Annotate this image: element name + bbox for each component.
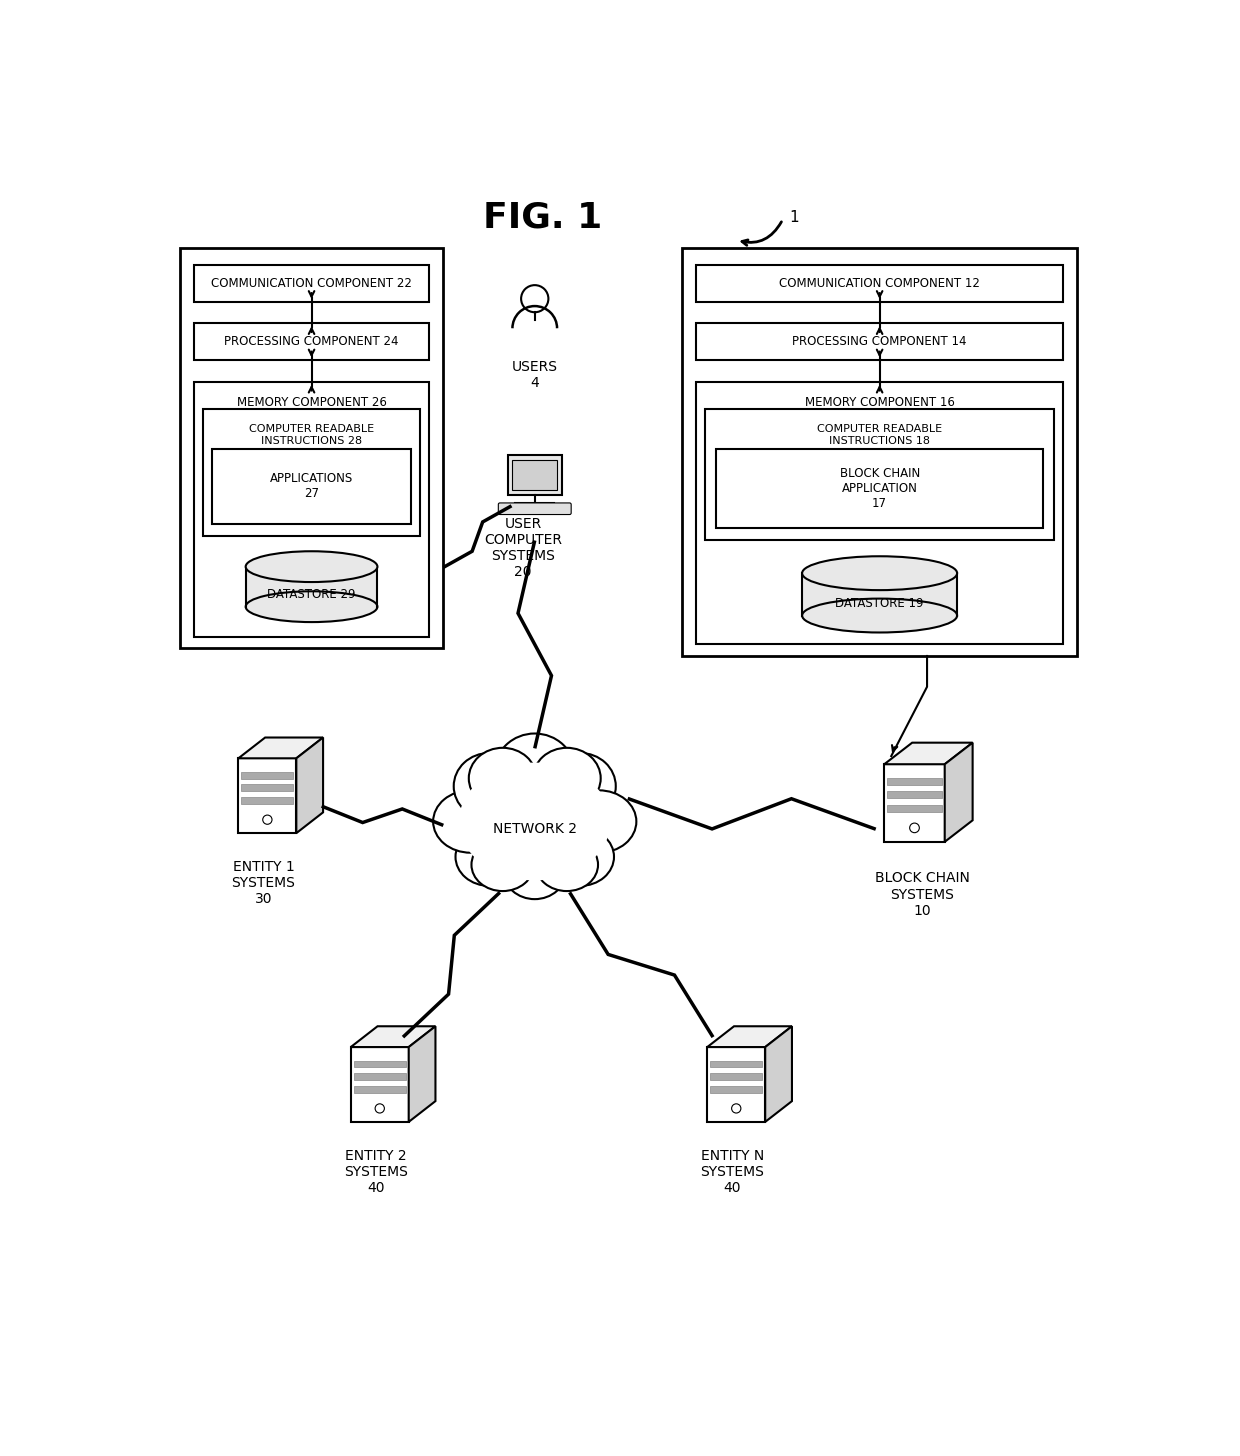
Bar xyxy=(193,323,429,360)
Polygon shape xyxy=(765,1026,792,1123)
Polygon shape xyxy=(409,1026,435,1123)
Ellipse shape xyxy=(469,748,537,808)
Ellipse shape xyxy=(455,827,523,885)
Bar xyxy=(212,448,410,524)
Text: BLOCK CHAIN
APPLICATION
17: BLOCK CHAIN APPLICATION 17 xyxy=(839,467,920,510)
Bar xyxy=(353,1060,405,1067)
Bar xyxy=(717,448,1043,527)
Polygon shape xyxy=(884,743,972,764)
Text: ENTITY 1
SYSTEMS
30: ENTITY 1 SYSTEMS 30 xyxy=(232,860,295,906)
Text: PROCESSING COMPONENT 24: PROCESSING COMPONENT 24 xyxy=(224,335,399,348)
Bar xyxy=(696,381,1064,645)
Ellipse shape xyxy=(455,753,615,891)
Bar xyxy=(180,248,444,648)
Ellipse shape xyxy=(433,791,508,853)
Ellipse shape xyxy=(533,748,600,808)
Text: 1: 1 xyxy=(790,210,800,224)
Bar xyxy=(711,1073,763,1080)
Bar xyxy=(696,323,1064,360)
Text: NETWORK 2: NETWORK 2 xyxy=(492,823,577,836)
Text: COMMUNICATION COMPONENT 22: COMMUNICATION COMPONENT 22 xyxy=(211,277,412,290)
Circle shape xyxy=(521,285,548,312)
Ellipse shape xyxy=(562,791,636,853)
Bar xyxy=(242,798,294,804)
Text: MEMORY COMPONENT 16: MEMORY COMPONENT 16 xyxy=(805,396,955,409)
Text: MEMORY COMPONENT 26: MEMORY COMPONENT 26 xyxy=(237,396,387,409)
Circle shape xyxy=(376,1104,384,1112)
Bar xyxy=(193,381,429,636)
Bar xyxy=(888,778,941,785)
Circle shape xyxy=(263,815,272,824)
Bar xyxy=(884,764,945,842)
Text: ENTITY 2
SYSTEMS
40: ENTITY 2 SYSTEMS 40 xyxy=(343,1149,408,1195)
Ellipse shape xyxy=(802,556,957,590)
Circle shape xyxy=(910,823,919,833)
Bar xyxy=(512,460,557,491)
Ellipse shape xyxy=(459,763,610,881)
Text: FIG. 1: FIG. 1 xyxy=(482,199,603,234)
Bar xyxy=(706,409,1054,540)
Ellipse shape xyxy=(246,552,377,582)
Polygon shape xyxy=(707,1026,792,1047)
Bar xyxy=(203,409,420,536)
Ellipse shape xyxy=(547,827,614,885)
Circle shape xyxy=(732,1104,740,1112)
Ellipse shape xyxy=(802,598,957,632)
Ellipse shape xyxy=(454,753,525,820)
Text: USERS
4: USERS 4 xyxy=(512,360,558,390)
Text: DATASTORE 19: DATASTORE 19 xyxy=(836,597,924,610)
Bar xyxy=(711,1086,763,1092)
Bar xyxy=(507,456,562,495)
Bar xyxy=(242,772,294,779)
Bar xyxy=(711,1060,763,1067)
Bar xyxy=(242,785,294,791)
Ellipse shape xyxy=(471,839,534,891)
Text: APPLICATIONS
27: APPLICATIONS 27 xyxy=(270,472,353,501)
Text: BLOCK CHAIN
SYSTEMS
10: BLOCK CHAIN SYSTEMS 10 xyxy=(874,872,970,917)
Ellipse shape xyxy=(503,843,565,900)
Ellipse shape xyxy=(246,591,377,622)
Text: COMPUTER READABLE
INSTRUCTIONS 18: COMPUTER READABLE INSTRUCTIONS 18 xyxy=(817,424,942,446)
Bar xyxy=(682,248,1078,657)
FancyBboxPatch shape xyxy=(498,502,572,514)
Bar xyxy=(351,1047,409,1123)
Bar xyxy=(238,759,296,833)
Bar xyxy=(707,1047,765,1123)
Bar xyxy=(888,792,941,798)
Text: PROCESSING COMPONENT 14: PROCESSING COMPONENT 14 xyxy=(792,335,967,348)
Polygon shape xyxy=(945,743,972,842)
Text: COMMUNICATION COMPONENT 12: COMMUNICATION COMPONENT 12 xyxy=(779,277,980,290)
Bar xyxy=(353,1086,405,1092)
Text: USER
COMPUTER
SYSTEMS
20: USER COMPUTER SYSTEMS 20 xyxy=(484,517,562,579)
Bar xyxy=(888,805,941,811)
Text: DATASTORE 29: DATASTORE 29 xyxy=(268,588,356,601)
Text: ENTITY N
SYSTEMS
40: ENTITY N SYSTEMS 40 xyxy=(701,1149,764,1195)
Ellipse shape xyxy=(495,734,575,810)
Bar xyxy=(802,574,957,616)
Ellipse shape xyxy=(536,839,598,891)
Bar xyxy=(193,265,429,301)
Polygon shape xyxy=(238,738,324,759)
Text: COMPUTER READABLE
INSTRUCTIONS 28: COMPUTER READABLE INSTRUCTIONS 28 xyxy=(249,424,374,446)
Polygon shape xyxy=(296,738,324,833)
Ellipse shape xyxy=(544,753,616,820)
Bar xyxy=(696,265,1064,301)
Bar xyxy=(353,1073,405,1080)
Polygon shape xyxy=(351,1026,435,1047)
Bar xyxy=(246,566,377,607)
